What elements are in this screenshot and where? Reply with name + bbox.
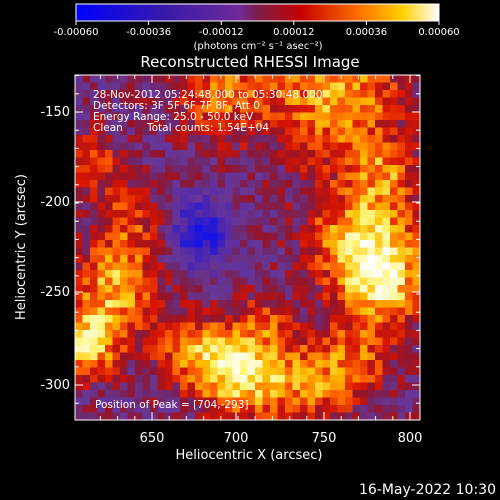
- plot-title: Reconstructed RHESSI Image: [140, 53, 359, 71]
- y-tick-label: -200: [40, 195, 70, 210]
- total-counts-text: Total counts: 1.54E+04: [146, 122, 269, 134]
- colorbar-tick-label: 0.00012: [273, 27, 314, 38]
- energy-range-text: Energy Range: 25.0 - 50.0 keV: [93, 111, 254, 123]
- colorbar-tickmarks: [75, 21, 440, 25]
- time-range-text: 28-Nov-2012 05:24:48.000 to 05:30:48.000: [93, 89, 323, 101]
- algorithm-text: Clean: [93, 122, 123, 134]
- detectors-text: Detectors: 3F 5F 6F 7F 8F, Att 0: [93, 100, 260, 112]
- colorbar-units: (photons cm⁻² s⁻¹ asec⁻²): [193, 41, 322, 52]
- colorbar-tick-label: 0.00036: [346, 27, 387, 38]
- y-tick-label: -250: [40, 285, 70, 300]
- x-axis-title: Heliocentric X (arcsec): [176, 448, 323, 463]
- footer-timestamp: 16-May-2022 10:30: [359, 482, 496, 498]
- y-tick-label: -150: [40, 105, 70, 120]
- y-tick-label: -300: [40, 378, 70, 393]
- x-tick-label: 750: [312, 431, 337, 446]
- y-axis-title: Heliocentric Y (arcsec): [14, 174, 29, 320]
- image-panel: [75, 75, 420, 420]
- colorbar-tick-label: -0.00012: [199, 27, 244, 38]
- axis-tickmarks: [75, 75, 420, 420]
- colorbar-tick-label: -0.00036: [126, 27, 171, 38]
- colorbar-tick-label: 0.00060: [418, 27, 459, 38]
- peak-position-text: Position of Peak = [704,-293]: [95, 399, 249, 411]
- colorbar: -0.00060 -0.00036 -0.00012 0.00012 0.000…: [54, 3, 460, 52]
- image-pixels: [75, 75, 420, 420]
- x-tick-label: 800: [398, 431, 423, 446]
- colorbar-tick-label: -0.00060: [54, 27, 99, 38]
- plot-frame: [74, 74, 421, 421]
- colorbar-gradient: [75, 3, 440, 22]
- x-tick-label: 700: [224, 431, 249, 446]
- annotations: 28-Nov-2012 05:24:48.000 to 05:30:48.000…: [93, 89, 323, 411]
- x-tick-label: 650: [140, 431, 165, 446]
